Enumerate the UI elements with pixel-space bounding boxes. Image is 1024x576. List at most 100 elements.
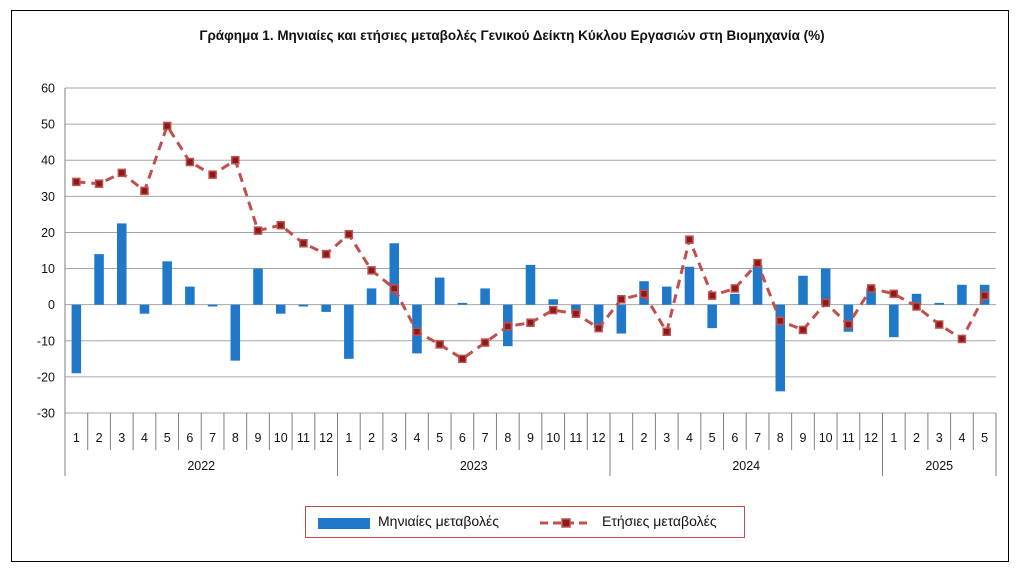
bar-monthly	[616, 304, 627, 334]
bar-monthly	[434, 277, 445, 305]
bar-monthly	[548, 299, 558, 305]
bar-monthly	[94, 254, 104, 305]
bar-monthly	[775, 304, 786, 392]
bar-monthly	[321, 304, 331, 312]
bar-monthly	[934, 302, 945, 305]
x-tick-label: 1	[73, 431, 80, 445]
point-annual	[458, 354, 467, 364]
point-annual	[866, 284, 876, 293]
bar-monthly	[866, 288, 876, 305]
chart-frame	[11, 10, 1009, 562]
x-year-label: 2023	[460, 459, 488, 473]
point-annual	[72, 177, 81, 187]
point-annual	[185, 157, 195, 167]
bar-monthly	[730, 293, 740, 305]
point-annual	[412, 327, 422, 336]
x-tick-label: 9	[527, 431, 534, 445]
y-tick-label: 20	[41, 226, 55, 240]
bar-monthly	[139, 304, 150, 314]
point-annual	[253, 226, 263, 235]
y-tick-label: 50	[41, 118, 55, 132]
point-annual	[776, 316, 785, 326]
x-tick-label: 3	[118, 431, 125, 445]
point-annual	[344, 230, 354, 239]
x-tick-label: 7	[482, 431, 489, 445]
bar-monthly	[71, 304, 82, 374]
point-annual	[844, 320, 853, 329]
point-annual	[662, 327, 671, 336]
x-tick-label: 4	[686, 431, 693, 445]
x-tick-label: 3	[936, 431, 943, 445]
point-annual	[639, 289, 649, 299]
x-tick-label: 5	[709, 431, 716, 445]
point-annual	[435, 340, 444, 349]
x-tick-label: 8	[232, 431, 239, 445]
x-tick-label: 11	[842, 431, 855, 445]
x-tick-label: 5	[436, 431, 443, 445]
bar-monthly	[707, 304, 717, 329]
x-tick-label: 2	[641, 431, 648, 445]
point-annual	[367, 266, 376, 275]
x-tick-label: 3	[391, 431, 398, 445]
x-tick-label: 1	[618, 431, 625, 445]
point-annual	[276, 220, 285, 230]
bar-monthly	[116, 223, 127, 305]
point-annual	[140, 186, 149, 196]
bar-monthly	[911, 293, 922, 305]
point-annual	[934, 320, 944, 329]
bar-monthly	[344, 304, 354, 359]
point-annual	[753, 258, 762, 268]
point-annual	[94, 179, 104, 188]
y-tick-label: -20	[37, 370, 55, 384]
point-annual	[117, 168, 127, 178]
bar-monthly	[275, 304, 286, 314]
point-annual	[821, 298, 830, 308]
bar-monthly	[480, 288, 490, 305]
x-tick-label: 6	[186, 431, 193, 445]
x-tick-label: 6	[731, 431, 738, 445]
y-tick-label: 30	[41, 190, 55, 204]
y-tick-label: -10	[37, 334, 55, 348]
x-tick-label: 2	[913, 431, 920, 445]
x-tick-label: 2	[96, 431, 103, 445]
bar-monthly	[230, 304, 241, 361]
x-tick-label: 1	[890, 431, 897, 445]
x-tick-label: 10	[546, 431, 560, 445]
bar-monthly	[843, 304, 854, 332]
legend-label-annual: Ετήσιες μεταβολές	[602, 513, 717, 529]
point-annual	[617, 295, 626, 304]
y-tick-label: 10	[41, 262, 55, 276]
bar-monthly	[957, 284, 967, 305]
point-annual	[480, 338, 490, 347]
x-tick-label: 4	[413, 431, 420, 445]
x-tick-label: 12	[592, 431, 606, 445]
bar-monthly	[661, 286, 672, 305]
point-annual	[707, 291, 717, 300]
x-tick-label: 12	[319, 431, 333, 445]
x-tick-label: 9	[800, 431, 807, 445]
x-tick-label: 9	[255, 431, 262, 445]
point-annual	[503, 322, 513, 331]
point-annual	[957, 334, 967, 344]
x-tick-label: 4	[958, 431, 965, 445]
point-annual	[231, 155, 240, 165]
x-tick-label: 7	[209, 431, 216, 445]
bar-monthly	[889, 304, 899, 338]
point-annual	[548, 305, 558, 315]
x-tick-label: 8	[777, 431, 784, 445]
legend-swatch-line	[540, 518, 592, 528]
x-tick-label: 6	[459, 431, 466, 445]
point-annual	[571, 309, 581, 318]
bar-monthly	[525, 264, 536, 305]
bar-monthly	[798, 275, 808, 305]
point-annual	[299, 239, 308, 248]
point-annual	[912, 302, 921, 311]
bar-monthly	[571, 304, 581, 314]
x-year-label: 2022	[187, 459, 215, 473]
x-tick-label: 10	[274, 431, 288, 445]
y-tick-label: -30	[37, 407, 55, 421]
x-tick-label: 7	[754, 431, 761, 445]
point-annual	[685, 235, 694, 244]
bar-monthly	[366, 288, 377, 305]
